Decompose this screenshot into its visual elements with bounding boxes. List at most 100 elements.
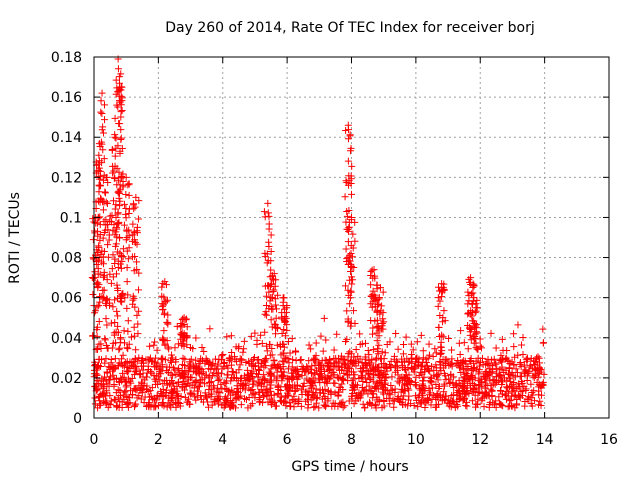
data-point: [130, 385, 138, 393]
data-point: [187, 374, 195, 382]
data-point: [186, 389, 194, 397]
data-point: [169, 372, 177, 380]
data-point: [380, 397, 388, 405]
data-point: [125, 226, 133, 234]
data-point: [123, 247, 131, 255]
data-point: [412, 354, 420, 362]
data-point: [326, 365, 334, 373]
data-point: [289, 356, 297, 364]
data-point: [159, 301, 167, 309]
data-point: [100, 155, 108, 163]
data-point: [305, 387, 313, 395]
data-point: [100, 286, 108, 294]
data-point: [510, 343, 518, 351]
data-point: [120, 200, 128, 208]
data-point: [214, 376, 222, 384]
data-point: [504, 356, 512, 364]
data-point: [335, 388, 343, 396]
data-point: [319, 389, 327, 397]
data-point: [100, 247, 108, 255]
data-point: [132, 367, 140, 375]
data-point: [472, 300, 480, 308]
data-point: [375, 341, 383, 349]
data-point: [240, 380, 248, 388]
data-point: [136, 370, 144, 378]
data-point: [170, 364, 178, 372]
y-axis-title: ROTI / TECUs: [7, 192, 23, 284]
data-point: [308, 369, 316, 377]
data-point: [540, 370, 548, 378]
data-point: [125, 340, 133, 348]
data-point: [202, 371, 210, 379]
data-point: [94, 270, 102, 278]
data-point: [111, 205, 119, 213]
data-point: [324, 397, 332, 405]
data-point: [434, 302, 442, 310]
data-point: [243, 366, 251, 374]
data-point: [372, 404, 380, 412]
data-point: [440, 307, 448, 315]
data-point: [124, 327, 132, 335]
data-point: [115, 187, 123, 195]
data-point: [258, 375, 266, 383]
data-point: [124, 291, 132, 299]
data-point: [421, 404, 429, 412]
data-point: [102, 221, 110, 229]
data-point: [333, 358, 341, 366]
data-point: [181, 355, 189, 363]
data-point: [342, 218, 350, 226]
data-point: [460, 364, 468, 372]
x-axis-title: GPS time / hours: [291, 459, 408, 475]
data-point: [192, 356, 200, 364]
data-point: [210, 369, 218, 377]
data-point: [149, 358, 157, 366]
data-point: [470, 319, 478, 327]
data-point: [104, 178, 112, 186]
data-point: [312, 356, 320, 364]
data-point: [237, 375, 245, 383]
data-point: [517, 341, 525, 349]
data-point: [432, 349, 440, 357]
data-point: [94, 227, 102, 235]
data-point: [205, 360, 213, 368]
data-point: [318, 395, 326, 403]
data-point: [344, 121, 352, 129]
data-point: [98, 110, 106, 118]
data-point: [116, 398, 124, 406]
data-point: [99, 206, 107, 214]
data-point: [354, 358, 362, 366]
data-point: [344, 315, 352, 323]
data-point: [460, 339, 468, 347]
data-point: [200, 348, 208, 356]
data-point: [88, 274, 96, 282]
data-point: [505, 364, 513, 372]
data-point: [161, 377, 169, 385]
data-point: [346, 358, 354, 366]
data-point: [153, 362, 161, 370]
data-point: [111, 162, 119, 170]
data-point: [134, 215, 142, 223]
data-point: [175, 399, 183, 407]
data-point: [105, 236, 113, 244]
data-point: [339, 356, 347, 364]
data-point: [510, 392, 518, 400]
data-point: [158, 283, 166, 291]
data-point: [347, 144, 355, 152]
data-point: [369, 291, 377, 299]
data-point: [371, 401, 379, 409]
data-point: [365, 351, 373, 359]
data-point: [193, 364, 201, 372]
data-point: [111, 152, 119, 160]
data-point: [488, 387, 496, 395]
data-point: [321, 401, 329, 409]
data-point: [358, 390, 366, 398]
data-point: [91, 400, 99, 408]
data-point: [170, 380, 178, 388]
data-point: [361, 339, 369, 347]
data-point: [351, 237, 359, 245]
data-point: [201, 380, 209, 388]
data-point: [297, 356, 305, 364]
data-point: [461, 370, 469, 378]
data-point: [103, 295, 111, 303]
data-point: [347, 172, 355, 180]
